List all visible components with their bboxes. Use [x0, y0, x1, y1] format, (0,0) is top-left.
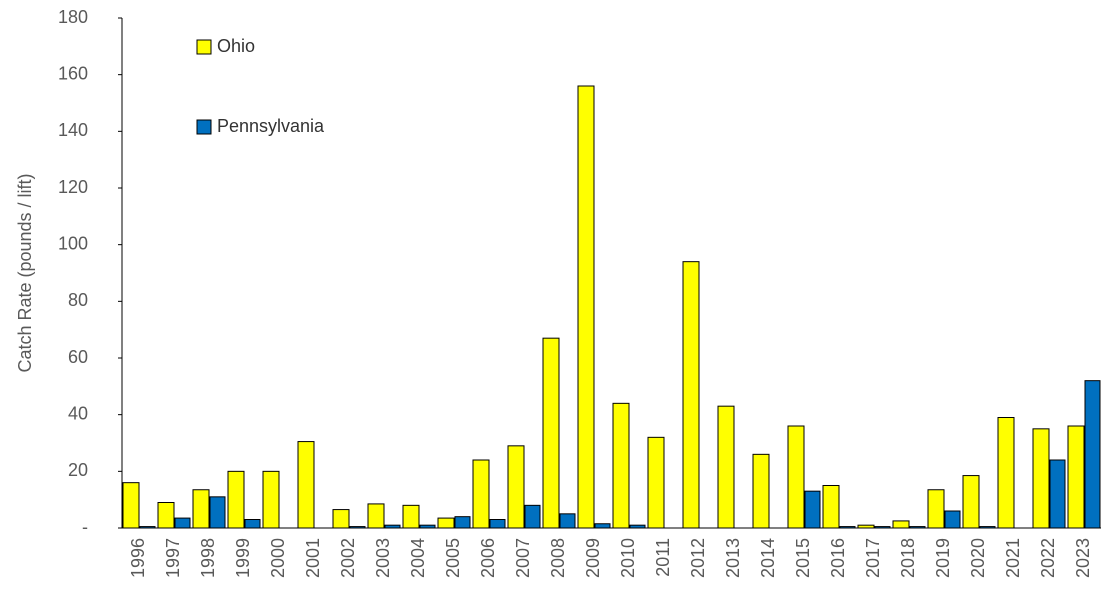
x-tick-label: 2005: [443, 538, 463, 578]
x-tick-label: 2017: [863, 538, 883, 578]
x-tick-label: 2010: [618, 538, 638, 578]
x-tick-label: 2008: [548, 538, 568, 578]
bar: [472, 459, 490, 529]
x-tick-label: 1997: [163, 538, 183, 578]
bar: [209, 496, 226, 529]
bar: [577, 85, 595, 529]
legend-swatch: [196, 119, 212, 135]
bar: [822, 485, 840, 529]
x-tick-label: 2015: [793, 538, 813, 578]
x-tick-label: 2014: [758, 538, 778, 578]
bar: [454, 516, 471, 529]
bar: [1067, 425, 1085, 529]
bar: [227, 470, 245, 529]
legend-swatch: [196, 39, 212, 55]
x-tick-label: 2009: [583, 538, 603, 578]
bar: [927, 489, 945, 529]
x-tick-label: 2020: [968, 538, 988, 578]
bar: [402, 504, 420, 529]
bar: [892, 520, 910, 529]
y-tick-label: 160: [58, 63, 88, 83]
bar: [174, 517, 191, 529]
y-tick-label: 20: [68, 460, 88, 480]
bar: [157, 502, 175, 529]
x-tick-label: 1996: [128, 538, 148, 578]
bar: [997, 417, 1015, 529]
x-tick-label: 2018: [898, 538, 918, 578]
y-tick-label: 180: [58, 7, 88, 27]
bar: [542, 337, 560, 529]
x-tick-label: 2004: [408, 538, 428, 578]
y-tick-label: -: [82, 517, 88, 537]
y-tick-label: 80: [68, 290, 88, 310]
bar: [1049, 459, 1066, 529]
y-tick-label: 100: [58, 233, 88, 253]
bar: [647, 436, 665, 529]
bar: [717, 405, 735, 529]
bar: [244, 519, 261, 529]
x-tick-label: 2022: [1038, 538, 1058, 578]
y-tick-label: 60: [68, 347, 88, 367]
y-tick-label: 140: [58, 120, 88, 140]
x-tick-label: 2023: [1073, 538, 1093, 578]
x-tick-label: 2013: [723, 538, 743, 578]
bar: [192, 489, 210, 529]
bar: [122, 482, 140, 529]
y-tick-label: 120: [58, 177, 88, 197]
bar: [507, 445, 525, 529]
bar: [559, 513, 576, 529]
y-tick-label: 40: [68, 403, 88, 423]
bar: [489, 519, 506, 529]
x-tick-label: 1998: [198, 538, 218, 578]
bar: [944, 510, 961, 529]
x-tick-label: 2021: [1003, 538, 1023, 578]
bar: [524, 504, 541, 529]
bar: [367, 503, 385, 529]
x-tick-label: 2016: [828, 538, 848, 578]
bar: [804, 490, 821, 529]
x-tick-label: 1999: [233, 538, 253, 578]
x-tick-label: 2000: [268, 538, 288, 578]
bar: [752, 453, 770, 529]
x-tick-label: 2002: [338, 538, 358, 578]
bar: [787, 425, 805, 529]
bar: [682, 261, 700, 529]
legend-label: Pennsylvania: [217, 116, 325, 136]
bar: [594, 523, 611, 529]
x-tick-label: 2006: [478, 538, 498, 578]
bar: [332, 509, 350, 529]
legend-label: Ohio: [217, 36, 255, 56]
bar: [297, 441, 315, 529]
x-tick-label: 2003: [373, 538, 393, 578]
x-tick-label: 2019: [933, 538, 953, 578]
x-tick-label: 2012: [688, 538, 708, 578]
y-axis-title: Catch Rate (pounds / lift): [15, 173, 35, 372]
bar: [262, 470, 280, 529]
x-tick-label: 2001: [303, 538, 323, 578]
bar: [612, 402, 630, 529]
x-tick-label: 2011: [653, 538, 673, 577]
bar: [437, 517, 455, 529]
bar: [962, 475, 980, 529]
bar: [1084, 380, 1101, 529]
x-tick-label: 2007: [513, 538, 533, 578]
bar: [1032, 428, 1050, 529]
